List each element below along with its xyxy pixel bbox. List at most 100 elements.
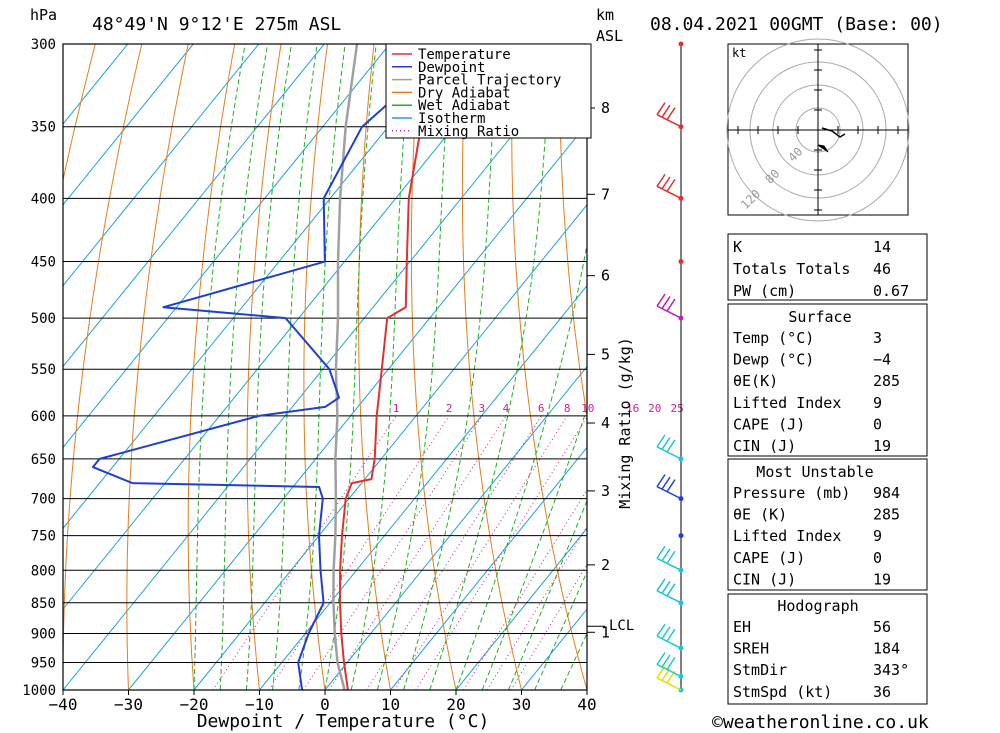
dry-adiabat-line bbox=[358, 44, 391, 690]
mixing-ratio-label: 4 bbox=[503, 402, 510, 415]
location-header: 48°49'N 9°12'E 275m ASL bbox=[92, 14, 341, 35]
pressure-tick-label: 650 bbox=[31, 452, 56, 468]
mu-row-label: CIN (J) bbox=[733, 570, 796, 588]
isotherm-line bbox=[63, 44, 587, 690]
wind-barb-flag bbox=[656, 623, 666, 637]
km-tick-label: 4 bbox=[601, 414, 610, 432]
wind-level-dot bbox=[678, 41, 684, 47]
mixing-ratio-line bbox=[393, 415, 568, 690]
profiles bbox=[91, 44, 470, 690]
isotherm-line bbox=[455, 527, 587, 690]
mixing-ratio-line bbox=[328, 415, 507, 690]
x-tick-label: 40 bbox=[577, 695, 596, 714]
wind-barb-shaft bbox=[656, 590, 682, 604]
surface-row-value: 3 bbox=[873, 329, 882, 347]
hodo-row-label: SREH bbox=[733, 640, 769, 658]
hodograph-unit-label: kt bbox=[732, 46, 746, 60]
wind-barb-flag bbox=[656, 434, 666, 448]
km-tick-label: 5 bbox=[601, 345, 610, 363]
lcl-label: LCL bbox=[609, 618, 634, 634]
x-tick-label: 30 bbox=[512, 695, 531, 714]
x-tick-label: 0 bbox=[320, 695, 330, 714]
wind-barb-flag bbox=[661, 436, 671, 450]
wind-barb bbox=[656, 623, 682, 649]
wet-adiabat-line bbox=[429, 44, 552, 690]
dry-adiabat-line bbox=[63, 44, 143, 690]
legend-label: Parcel Trajectory bbox=[418, 73, 561, 89]
wind-barb bbox=[656, 545, 682, 571]
surface-row-label: CIN (J) bbox=[733, 437, 796, 455]
wind-barb-flag bbox=[661, 176, 671, 190]
datetime-header: 08.04.2021 00GMT (Base: 00) bbox=[650, 14, 943, 35]
surface-row-value: −4 bbox=[873, 351, 891, 369]
km-tick-label: 3 bbox=[601, 482, 610, 500]
wind-barb-flag bbox=[656, 173, 666, 187]
km-tick-label: 6 bbox=[601, 267, 610, 285]
km-tick-label: 1 bbox=[601, 623, 610, 641]
hodograph-table-title: Hodograph bbox=[777, 597, 858, 615]
mixing-ratio-label: 2 bbox=[446, 402, 453, 415]
axes: −40 −30 −20 −10 0 10 20 30 40 8 7 6 5 4 3 2 1 bbox=[49, 43, 610, 714]
pw-value: 0.67 bbox=[873, 282, 909, 300]
hpa-unit-label: hPa bbox=[30, 6, 57, 24]
isotherm-line bbox=[128, 123, 587, 690]
pressure-tick-label: 900 bbox=[31, 626, 56, 642]
wind-barb-flag bbox=[661, 296, 671, 310]
mixing-ratio-label: 20 bbox=[648, 402, 661, 415]
mu-row-label: θE (K) bbox=[733, 506, 787, 524]
mixing-ratio-label: 16 bbox=[626, 402, 639, 415]
asl-unit-label: ASL bbox=[596, 27, 623, 45]
wind-barb-shaft bbox=[656, 305, 682, 319]
wet-adiabat-line bbox=[272, 44, 318, 690]
wind-barb bbox=[656, 651, 682, 678]
isotherm-line bbox=[63, 44, 391, 449]
pressure-tick-label: 1000 bbox=[22, 683, 56, 699]
legend-label: Dry Adiabat bbox=[418, 85, 511, 101]
wind-barb-flag bbox=[661, 654, 671, 668]
indices-table: K 14 Totals Totals 46 PW (cm) 0.67 bbox=[727, 233, 928, 301]
wind-barb bbox=[656, 293, 682, 319]
mixing-ratio-line bbox=[365, 415, 542, 690]
wind-barb-flag bbox=[666, 107, 676, 121]
hodo-row-label: StmDir bbox=[733, 661, 787, 679]
wind-barb-shaft bbox=[656, 677, 682, 691]
hodo-storm-motion-arrow bbox=[817, 144, 829, 153]
copyright-footer[interactable]: ©weatheronline.co.uk bbox=[712, 712, 929, 733]
wind-barb-flag bbox=[656, 545, 666, 559]
legend-label: Wet Adiabat bbox=[418, 98, 511, 114]
surface-row-value: 0 bbox=[873, 415, 882, 433]
wind-barb-flag bbox=[656, 578, 666, 592]
hodo-ring bbox=[726, 38, 910, 222]
wind-barb-flag bbox=[666, 583, 676, 597]
wind-barb bbox=[656, 578, 682, 604]
dry-adiabat-line bbox=[461, 44, 522, 690]
mu-row-label: Pressure (mb) bbox=[733, 484, 850, 502]
x-tick-label: 20 bbox=[446, 695, 465, 714]
mixing-ratio-line bbox=[486, 525, 587, 690]
hodo-row-value: 36 bbox=[873, 683, 891, 701]
mu-row-label: CAPE (J) bbox=[733, 549, 805, 567]
legend-label: Dewpoint bbox=[418, 60, 485, 76]
wind-barb-flag bbox=[666, 628, 676, 642]
isotherm-line bbox=[390, 446, 587, 690]
wind-barb-flag bbox=[666, 439, 676, 453]
km-unit-label: km bbox=[596, 6, 614, 24]
wind-level-dot bbox=[678, 259, 684, 265]
mixing-ratio-line bbox=[303, 415, 483, 690]
wind-barb bbox=[656, 434, 682, 460]
wet-adiabat-line bbox=[298, 44, 346, 690]
wind-barb-shaft bbox=[656, 114, 682, 128]
mu-row-label: Lifted Index bbox=[733, 527, 841, 545]
mixing-ratio-label: 3 bbox=[479, 402, 486, 415]
surface-row-label: Dewp (°C) bbox=[733, 351, 814, 369]
wind-barb bbox=[656, 173, 682, 200]
wind-barb-flag bbox=[666, 479, 676, 493]
x-tick-label: −30 bbox=[114, 695, 143, 714]
pressure-tick-label: 500 bbox=[31, 311, 56, 327]
pressure-tick-label: 450 bbox=[31, 255, 56, 271]
dewpoint-profile bbox=[91, 44, 456, 690]
wind-barb-flag bbox=[661, 548, 671, 562]
surface-row-label: θE(K) bbox=[733, 372, 778, 390]
